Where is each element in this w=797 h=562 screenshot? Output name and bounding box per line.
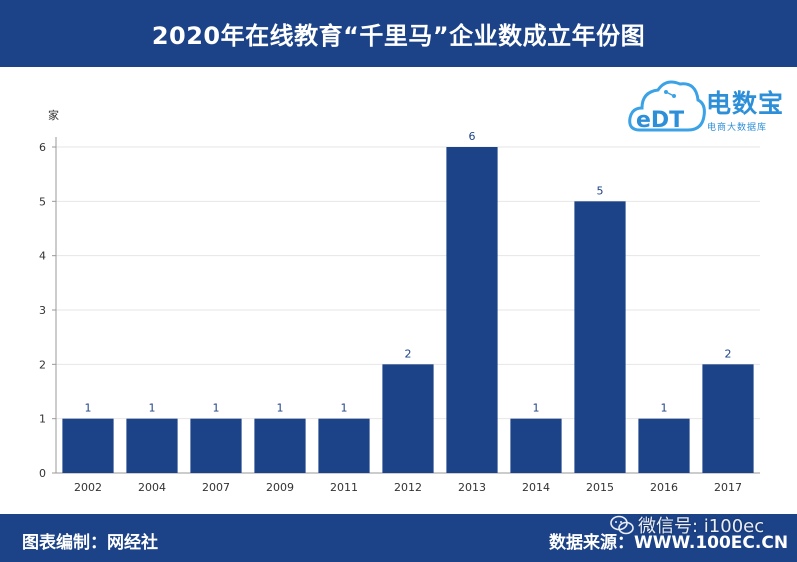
chart-author: 图表编制：网经社 [22, 533, 158, 553]
y-tick-label: 5 [39, 195, 46, 208]
bar-2002 [62, 418, 114, 473]
data-source: 数据来源：WWW.100EC.CN [549, 533, 789, 553]
header-bar: 2020年在线教育“千里马”企业数成立年份图 [0, 0, 797, 67]
logo-mark: eDT [636, 108, 684, 133]
y-tick-label: 0 [39, 467, 46, 480]
bar-chart: 0 1 2 3 4 5 6 1 2002 1 2004 1 2007 1 2009 1 2011 2 2012 6 2… [39, 108, 760, 494]
bar-2012 [382, 364, 434, 473]
data-label-2012: 2 [405, 347, 412, 360]
data-label-2007: 1 [213, 402, 220, 415]
bar-2004 [126, 418, 178, 473]
y-tick-label: 6 [39, 141, 46, 154]
bar-2009 [254, 418, 306, 473]
footer-bar: 图表编制：网经社 数据来源：WWW.100EC.CN [0, 514, 797, 562]
data-label-2016: 1 [661, 402, 668, 415]
cloud-logo-icon: eDT [628, 80, 706, 133]
bar-2007 [190, 418, 242, 473]
logo: eDT 电数宝 电商大数据库 [626, 72, 796, 138]
x-tick-label-2002: 2002 [74, 481, 102, 494]
bar-2015 [574, 201, 626, 474]
bar-2011 [318, 418, 370, 473]
x-tick-label-2007: 2007 [202, 481, 230, 494]
wechat-icon [610, 515, 634, 535]
y-axis-label: 家 [48, 108, 59, 122]
data-label-2015: 5 [597, 184, 604, 197]
data-label-2014: 1 [533, 402, 540, 415]
data-label-2017: 2 [725, 347, 732, 360]
bar-2016 [638, 418, 690, 473]
bar-2017 [702, 364, 754, 473]
page-title: 2020年在线教育“千里马”企业数成立年份图 [151, 22, 646, 50]
x-tick-label-2016: 2016 [650, 481, 678, 494]
logo-name: 电数宝 [706, 89, 785, 118]
y-tick-label: 4 [39, 250, 46, 263]
x-tick-label-2015: 2015 [586, 481, 614, 494]
data-label-2002: 1 [85, 402, 92, 415]
x-tick-label-2012: 2012 [394, 481, 422, 494]
bar-2014 [510, 418, 562, 473]
x-tick-label-2017: 2017 [714, 481, 742, 494]
y-tick-label: 2 [39, 358, 46, 371]
wechat-watermark: 微信号: i100ec [610, 512, 764, 538]
data-label-2009: 1 [277, 402, 284, 415]
y-tick-label: 1 [39, 413, 46, 426]
y-tick-label: 3 [39, 304, 46, 317]
data-label-2004: 1 [149, 402, 156, 415]
data-label-2013: 6 [469, 130, 476, 143]
data-label-2011: 1 [341, 402, 348, 415]
x-tick-label-2004: 2004 [138, 481, 166, 494]
watermark-text: 微信号: i100ec [638, 516, 765, 537]
x-tick-label-2013: 2013 [458, 481, 486, 494]
bar-2013 [446, 147, 498, 473]
labels: 1 2002 1 2004 1 2007 1 2009 1 2011 2 2012 6 2013 1 2014… [74, 130, 742, 494]
bars [62, 147, 754, 474]
x-tick-label-2014: 2014 [522, 481, 550, 494]
logo-subtitle: 电商大数据库 [707, 123, 768, 133]
x-tick-label-2011: 2011 [330, 481, 358, 494]
x-tick-label-2009: 2009 [266, 481, 294, 494]
